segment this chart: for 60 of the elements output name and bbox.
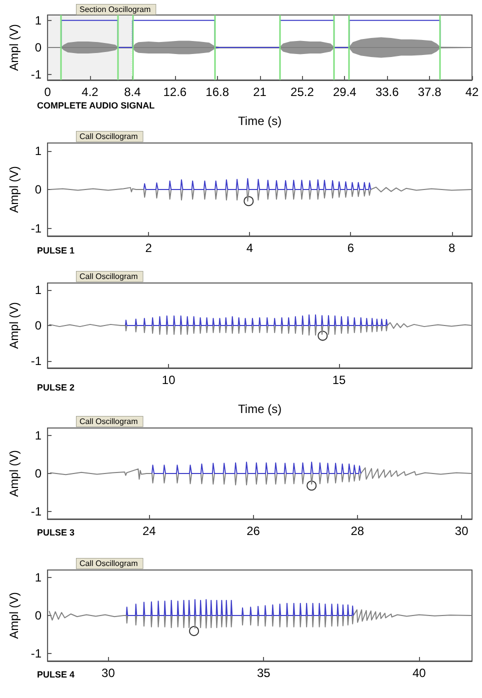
x-tick-label: 33.6 (375, 85, 400, 99)
text: Call Oscillogram (80, 417, 138, 426)
line-series (126, 599, 354, 616)
x-tick-label: 28 (350, 524, 364, 538)
x-tick-label: 29.4 (332, 85, 357, 99)
y-tick-label: 0 (34, 466, 42, 480)
x-tick-label: 2 (145, 241, 152, 255)
y-tick-label: 1 (34, 13, 42, 28)
text: PULSE 2 (37, 382, 75, 392)
x-tick-label: 15 (332, 373, 346, 387)
x-axis-title: Time (s) (238, 402, 282, 416)
y-axis-title: Ampl (V) (7, 302, 21, 349)
x-tick-label: 16.8 (206, 85, 230, 99)
y-tick-label: 1 (34, 283, 42, 298)
line-series (151, 462, 362, 474)
x-tick-label: 21 (253, 85, 267, 99)
text: PULSE 1 (37, 246, 75, 256)
y-axis-title: Ampl (V) (7, 24, 21, 71)
text: PULSE 3 (37, 528, 75, 538)
y-axis-title: Ampl (V) (7, 592, 21, 639)
text: Section Oscillogram (80, 5, 151, 14)
text: COMPLETE AUDIO SIGNAL (37, 100, 156, 110)
y-tick-label: 1 (34, 428, 42, 443)
line-series (143, 178, 372, 190)
text: Call Oscillogram (80, 559, 138, 568)
x-tick-label: 8 (448, 241, 456, 255)
y-tick-label: 0 (34, 318, 42, 332)
x-axis-title: Time (s) (238, 114, 282, 128)
y-tick-label: -1 (30, 504, 42, 518)
text: Call Oscillogram (80, 132, 138, 141)
x-tick-label: 4 (246, 241, 254, 255)
text: Call Oscillogram (80, 272, 138, 281)
x-tick-label: 25.2 (290, 85, 314, 99)
y-tick-label: 1 (34, 570, 42, 585)
y-axis-title: Ampl (V) (7, 166, 21, 213)
x-tick-label: 0 (44, 85, 52, 99)
x-tick-label: 26 (246, 524, 260, 538)
x-tick-label: 30 (454, 524, 469, 538)
x-tick-label: 8.4 (124, 85, 142, 99)
x-tick-label: 35 (256, 666, 271, 680)
y-axis-title: Ampl (V) (7, 450, 21, 497)
y-tick-label: -1 (30, 221, 42, 236)
y-tick-label: 0 (34, 608, 42, 622)
y-tick-label: 0 (34, 40, 42, 54)
y-tick-label: 1 (34, 144, 42, 158)
y-tick-label: -1 (30, 354, 42, 368)
x-tick-label: 30 (102, 666, 116, 680)
x-tick-label: 10 (162, 373, 176, 387)
y-tick-label: -1 (30, 646, 42, 660)
x-tick-label: 24 (142, 524, 156, 538)
x-tick-label: 37.8 (418, 85, 442, 99)
y-tick-label: 0 (34, 182, 42, 196)
text: PULSE 4 (37, 670, 75, 680)
x-tick-label: 6 (347, 241, 354, 255)
x-tick-label: 42 (465, 85, 479, 99)
x-tick-label: 40 (412, 666, 426, 680)
line-series (124, 314, 388, 326)
x-tick-label: 12.6 (163, 85, 187, 99)
y-tick-label: -1 (30, 68, 42, 82)
x-tick-label: 4.2 (82, 85, 99, 99)
